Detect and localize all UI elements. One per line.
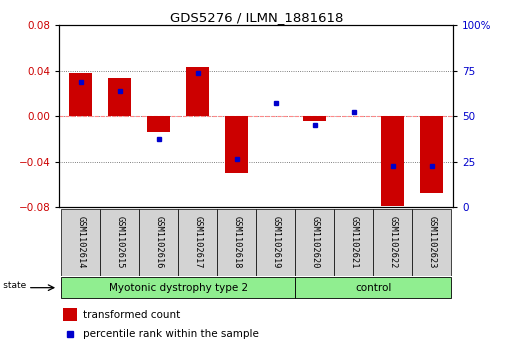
Text: transformed count: transformed count (83, 310, 180, 320)
Text: control: control (355, 283, 391, 293)
Text: percentile rank within the sample: percentile rank within the sample (83, 329, 259, 339)
Text: GSM1102619: GSM1102619 (271, 216, 280, 269)
Bar (420, 116, 443, 193)
Text: disease state: disease state (0, 281, 27, 290)
Bar (217, 209, 256, 276)
Text: GSM1102615: GSM1102615 (115, 216, 124, 269)
Text: GSM1102614: GSM1102614 (76, 216, 85, 269)
Text: GSM1102617: GSM1102617 (193, 216, 202, 269)
Bar (147, 116, 170, 132)
Bar (334, 209, 373, 276)
Bar (186, 68, 210, 116)
Bar (63, 308, 77, 321)
Text: GSM1102623: GSM1102623 (427, 216, 436, 269)
Text: GSM1102621: GSM1102621 (349, 216, 358, 269)
Text: GSM1102618: GSM1102618 (232, 216, 241, 269)
Text: GSM1102622: GSM1102622 (388, 216, 397, 269)
Bar (256, 209, 295, 276)
Bar (295, 277, 451, 298)
Bar (108, 78, 131, 116)
Bar (412, 209, 451, 276)
Bar (61, 209, 100, 276)
Text: GSM1102620: GSM1102620 (310, 216, 319, 269)
Bar (69, 73, 92, 116)
Bar (178, 209, 217, 276)
Bar (303, 116, 327, 121)
Bar (381, 116, 404, 206)
Text: Myotonic dystrophy type 2: Myotonic dystrophy type 2 (109, 283, 248, 293)
Bar (373, 209, 412, 276)
Bar (225, 116, 248, 173)
Bar (100, 209, 139, 276)
Bar (139, 209, 178, 276)
Title: GDS5276 / ILMN_1881618: GDS5276 / ILMN_1881618 (169, 11, 343, 24)
Text: GSM1102616: GSM1102616 (154, 216, 163, 269)
Bar (295, 209, 334, 276)
Bar (61, 277, 295, 298)
